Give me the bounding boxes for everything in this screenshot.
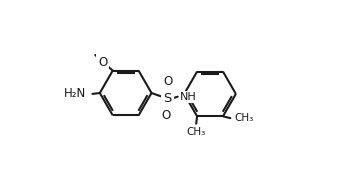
Text: O: O: [163, 76, 173, 88]
Text: S: S: [163, 92, 172, 105]
Text: CH₃: CH₃: [186, 127, 205, 137]
Text: NH: NH: [180, 92, 197, 102]
Text: O: O: [162, 109, 171, 122]
Text: H₂N: H₂N: [64, 87, 87, 100]
Text: CH₃: CH₃: [235, 113, 254, 123]
Text: O: O: [98, 56, 107, 69]
